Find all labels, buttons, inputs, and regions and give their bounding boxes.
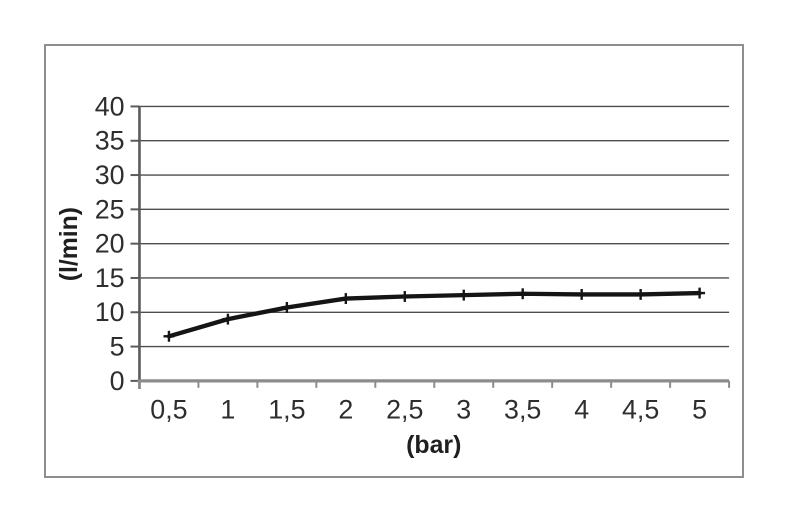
flow-chart-svg: 0 5 10 15 20 25 30 35 40 0,5 1 1,5 2 2,5 3 3,5 4 4,5 5 (ba… xyxy=(56,91,731,459)
x-tick-label: 3,5 xyxy=(504,395,541,425)
series-group xyxy=(163,287,706,342)
x-tick-label: 4 xyxy=(574,395,589,425)
y-tick-label: 10 xyxy=(95,297,125,327)
x-tick-label: 1,5 xyxy=(268,395,305,425)
y-tick-label: 0 xyxy=(110,366,125,396)
y-tick-label: 20 xyxy=(95,229,125,259)
axes-group xyxy=(130,105,731,389)
x-tick-label: 3 xyxy=(456,395,471,425)
y-tick-label: 35 xyxy=(95,126,125,156)
y-tick-label: 25 xyxy=(95,194,125,224)
x-tick-label: 4,5 xyxy=(622,395,659,425)
y-tick-label: 30 xyxy=(95,160,125,190)
y-tick-label: 15 xyxy=(95,263,125,293)
x-tick-label: 1 xyxy=(220,395,235,425)
y-tick-label: 5 xyxy=(110,332,125,362)
x-tick-label: 5 xyxy=(692,395,707,425)
series-line-flow-rate xyxy=(166,290,702,339)
x-axis-title: (bar) xyxy=(406,432,461,459)
chart-figure-box: 0 5 10 15 20 25 30 35 40 0,5 1 1,5 2 2,5 3 3,5 4 4,5 5 (ba… xyxy=(44,44,744,478)
x-tick-label: 2,5 xyxy=(386,395,423,425)
tick-labels-group: 0 5 10 15 20 25 30 35 40 0,5 1 1,5 2 2,5 3 3,5 4 4,5 5 xyxy=(95,91,707,424)
gridlines-group xyxy=(139,105,730,348)
x-tick-label: 0,5 xyxy=(150,395,187,425)
y-axis-title: (l/min) xyxy=(56,207,83,281)
x-tick-label: 2 xyxy=(338,395,353,425)
y-tick-label: 40 xyxy=(95,91,125,121)
